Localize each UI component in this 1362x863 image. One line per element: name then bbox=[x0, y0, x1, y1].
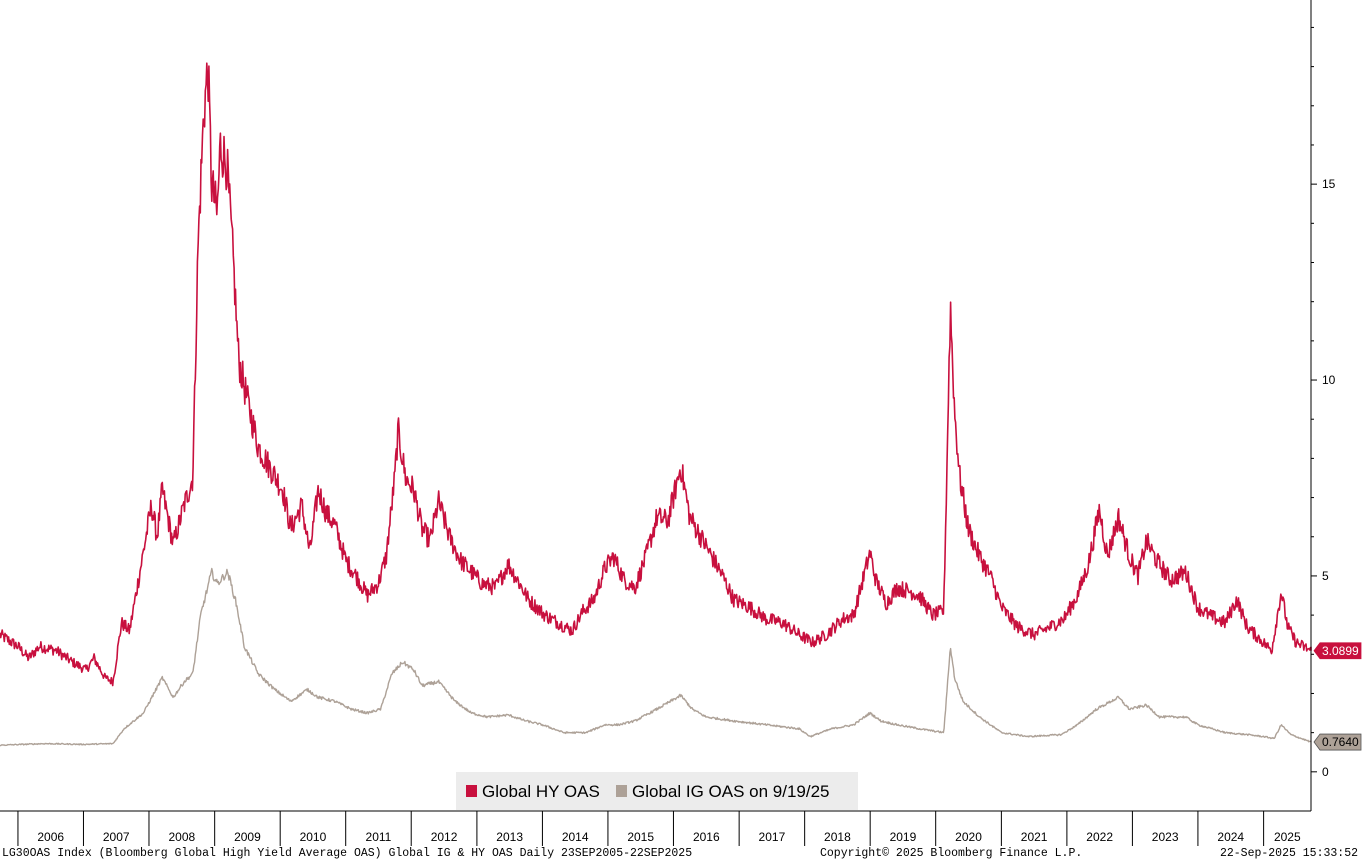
last-value-tag-1 bbox=[1313, 733, 1362, 751]
x-tick-label: 2008 bbox=[168, 830, 195, 844]
x-tick-label: 2010 bbox=[300, 830, 327, 844]
last-value-label-1: 0.7640 bbox=[1322, 735, 1359, 749]
x-tick-label: 2014 bbox=[562, 830, 589, 844]
last-value-tags: 3.0899 0.7640 bbox=[1313, 642, 1362, 751]
x-tick-label: 2007 bbox=[103, 830, 130, 844]
x-tick-label: 2022 bbox=[1086, 830, 1113, 844]
legend[interactable]: Global HY OAS Global IG OAS on 9/19/25 bbox=[456, 772, 858, 810]
y-tick-label: 5 bbox=[1322, 569, 1329, 583]
legend-background bbox=[456, 772, 858, 810]
y-tick-label: 10 bbox=[1322, 373, 1336, 387]
plot-lines bbox=[0, 62, 1312, 747]
x-axis: 2006 2007 2008 2009 2010 2011 2012 2013 2014 2015… bbox=[17, 811, 1301, 846]
x-tick-label: 2006 bbox=[37, 830, 64, 844]
x-tick-label: 2021 bbox=[1021, 830, 1048, 844]
legend-swatch-ig bbox=[616, 785, 627, 797]
series-line-0 bbox=[0, 62, 1312, 687]
x-tick-label: 2011 bbox=[366, 830, 392, 844]
y-tick-label: 0 bbox=[1322, 765, 1329, 779]
x-tick-label: 2020 bbox=[955, 830, 982, 844]
last-value-tag-0 bbox=[1313, 642, 1362, 660]
x-tick-label: 2009 bbox=[234, 830, 261, 844]
axes bbox=[0, 0, 1312, 812]
footer: LG30OAS Index (Bloomberg Global High Yie… bbox=[0, 846, 1362, 863]
legend-swatch-hy bbox=[466, 785, 477, 797]
legend-label-ig: Global IG OAS on 9/19/25 bbox=[632, 782, 830, 801]
y-tick-label: 15 bbox=[1322, 177, 1336, 191]
y-axis: 0 5 10 15 bbox=[1311, 26, 1336, 779]
x-tick-label: 2012 bbox=[431, 830, 458, 844]
legend-label-hy: Global HY OAS bbox=[482, 782, 600, 801]
x-tick-label: 2023 bbox=[1152, 830, 1179, 844]
x-tick-label: 2018 bbox=[824, 830, 851, 844]
x-tick-label: 2016 bbox=[693, 830, 720, 844]
x-tick-label: 2017 bbox=[759, 830, 786, 844]
x-tick-label: 2025 bbox=[1274, 830, 1301, 844]
x-tick-label: 2015 bbox=[627, 830, 654, 844]
x-tick-label: 2013 bbox=[496, 830, 523, 844]
x-tick-label: 2019 bbox=[890, 830, 917, 844]
footer-source: LG30OAS Index (Bloomberg Global High Yie… bbox=[2, 847, 693, 860]
footer-timestamp: 22-Sep-2025 15:33:52 bbox=[1219, 847, 1358, 860]
series-line-1 bbox=[0, 567, 1312, 747]
last-value-label-0: 3.0899 bbox=[1322, 644, 1359, 658]
x-tick-label: 2024 bbox=[1217, 830, 1244, 844]
footer-copyright: Copyright© 2025 Bloomberg Finance L.P. bbox=[820, 847, 1083, 860]
